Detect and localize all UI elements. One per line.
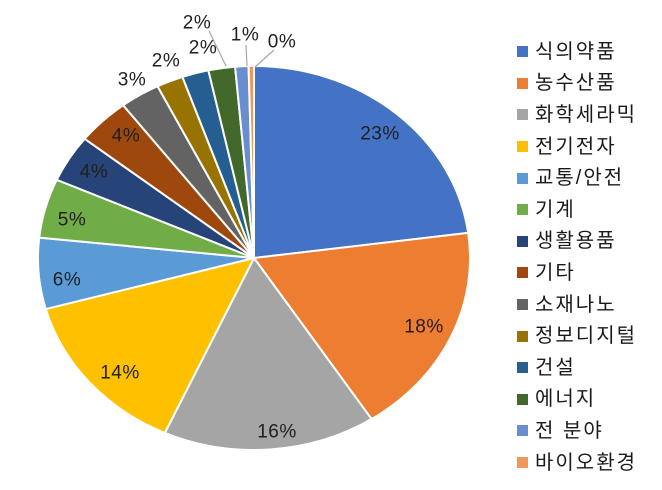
legend-swatch-icon — [517, 393, 528, 405]
legend-item-9: 정보디지털 — [517, 320, 637, 352]
legend-label: 기계 — [535, 198, 576, 221]
legend-item-7: 기타 — [517, 257, 637, 289]
legend-swatch-icon — [517, 330, 528, 342]
pie-data-label-13: 0% — [268, 32, 296, 53]
legend-swatch-icon — [517, 204, 528, 216]
pie-data-label-0: 23% — [360, 124, 400, 145]
leader-line-11 — [208, 30, 227, 67]
pie-slice-1 — [253, 231, 471, 421]
pie-data-label-8: 3% — [118, 70, 146, 91]
legend-swatch-icon — [517, 267, 528, 279]
pie-data-label-4: 6% — [53, 270, 81, 291]
legend-item-13: 바이오환경 — [517, 447, 637, 479]
legend-swatch-icon — [517, 457, 528, 469]
legend-item-6: 생활용품 — [517, 226, 637, 258]
legend-label: 생활용품 — [535, 230, 617, 253]
legend-label: 기타 — [535, 261, 576, 284]
pie-data-label-6: 4% — [80, 162, 108, 183]
legend-item-4: 교통/안전 — [517, 162, 637, 194]
pie-slice-13 — [247, 64, 255, 259]
legend-label: 소재나노 — [535, 293, 617, 316]
legend-label: 교통/안전 — [535, 167, 625, 190]
legend-label: 에너지 — [535, 388, 597, 411]
legend-item-3: 전기전자 — [517, 131, 637, 163]
legend-swatch-icon — [517, 141, 528, 153]
pie-data-label-11: 2% — [183, 13, 211, 34]
pie-slice-0 — [253, 65, 470, 259]
legend-label: 바이오환경 — [535, 451, 637, 474]
legend-swatch-icon — [517, 77, 528, 89]
legend-label: 전기전자 — [535, 135, 617, 158]
pie-data-label-1: 18% — [404, 317, 444, 338]
legend-item-12: 전 분야 — [517, 415, 637, 447]
legend-item-5: 기계 — [517, 194, 637, 226]
pie-data-label-2: 16% — [257, 422, 297, 443]
pie-slice-2 — [163, 257, 373, 451]
pie-data-label-3: 14% — [100, 363, 140, 384]
legend-item-8: 소재나노 — [517, 289, 637, 321]
legend-label: 식의약품 — [535, 40, 617, 63]
legend-item-11: 에너지 — [517, 384, 637, 416]
legend-item-10: 건설 — [517, 352, 637, 384]
pie-data-label-9: 2% — [152, 51, 180, 72]
legend-label: 전 분야 — [535, 419, 604, 442]
legend-label: 농수산품 — [535, 72, 617, 95]
legend-swatch-icon — [517, 172, 528, 184]
legend-item-1: 농수산품 — [517, 68, 637, 100]
legend-label: 화학세라믹 — [535, 103, 637, 126]
legend-swatch-icon — [517, 362, 528, 374]
legend-swatch-icon — [517, 299, 528, 311]
leader-line-13 — [254, 49, 275, 68]
pie-data-label-5: 5% — [58, 210, 86, 231]
legend-swatch-icon — [517, 46, 528, 58]
pie-slice-3 — [44, 257, 255, 434]
pie-data-label-7: 4% — [112, 126, 140, 147]
pie-data-label-12: 1% — [231, 25, 259, 46]
pie-data-label-10: 2% — [189, 38, 217, 59]
legend-label: 정보디지털 — [535, 325, 637, 348]
legend-item-0: 식의약품 — [517, 36, 637, 68]
legend-swatch-icon — [517, 425, 528, 437]
leader-line-12 — [245, 44, 248, 67]
legend-swatch-icon — [517, 235, 528, 247]
legend-swatch-icon — [517, 109, 528, 121]
legend-label: 건설 — [535, 356, 576, 379]
legend-item-2: 화학세라믹 — [517, 99, 637, 131]
